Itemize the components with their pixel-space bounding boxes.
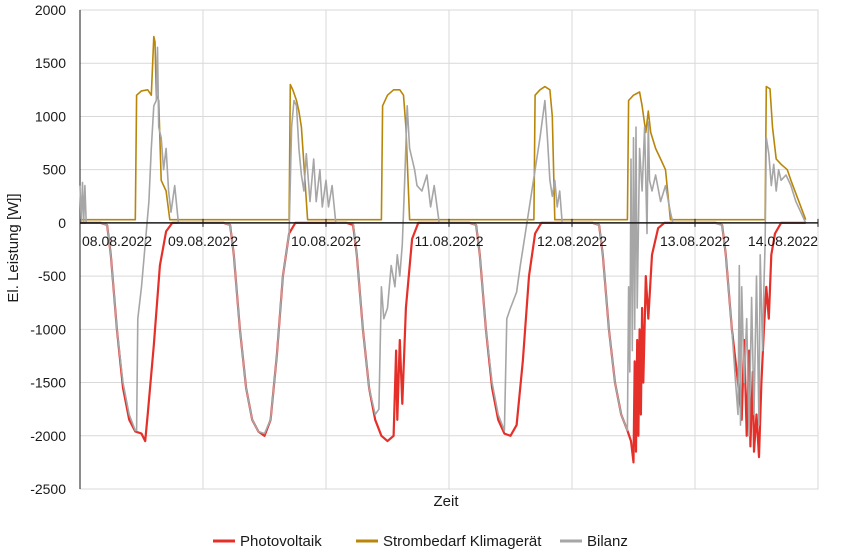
legend-label: Bilanz: [587, 533, 628, 550]
legend-label: Strombedarf Klimagerät: [383, 533, 542, 550]
x-tick-label: 13.08.2022: [660, 233, 730, 249]
series-line-photovoltaik: [80, 221, 806, 464]
y-tick-label: -2500: [30, 481, 66, 497]
x-tick-label: 08.08.2022: [82, 233, 152, 249]
y-axis-label: El. Leistung [W]]: [5, 193, 22, 302]
series-line-strombedarf-klimager-t: [80, 35, 807, 221]
x-tick-label: 12.08.2022: [537, 233, 607, 249]
legend-item: Bilanz: [560, 533, 628, 550]
y-tick-label: -2000: [30, 428, 66, 444]
legend-label: Photovoltaik: [240, 533, 322, 550]
series-line-bilanz: [79, 46, 807, 437]
x-tick-label: 10.08.2022: [291, 233, 361, 249]
y-tick-label: -500: [38, 268, 66, 284]
legend-item: Strombedarf Klimagerät: [356, 533, 542, 550]
y-tick-label: -1000: [30, 321, 66, 337]
y-tick-labels: 2000 1500 1000 500 0 -500 -1000 -1500 -2000 -2500: [30, 2, 66, 497]
y-tick-label: 0: [58, 215, 66, 231]
series-layer: [79, 35, 807, 464]
grid: [79, 9, 819, 490]
y-tick-label: 1000: [35, 108, 66, 124]
x-tick-labels: 08.08.2022 09.08.2022 10.08.2022 11.08.2022…: [82, 233, 818, 249]
x-tick-label: 09.08.2022: [168, 233, 238, 249]
x-tick-label: 11.08.2022: [414, 233, 483, 249]
legend-item: Photovoltaik: [213, 533, 322, 550]
x-tick-label: 14.08.2022: [748, 233, 818, 249]
x-axis: [79, 218, 819, 227]
legend: Photovoltaik Strombedarf Klimagerät Bilanz: [213, 533, 628, 550]
x-axis-label: Zeit: [433, 493, 459, 510]
y-tick-label: 500: [43, 162, 67, 178]
y-tick-label: -1500: [30, 375, 66, 391]
y-tick-label: 2000: [35, 2, 66, 18]
y-tick-label: 1500: [35, 55, 66, 71]
